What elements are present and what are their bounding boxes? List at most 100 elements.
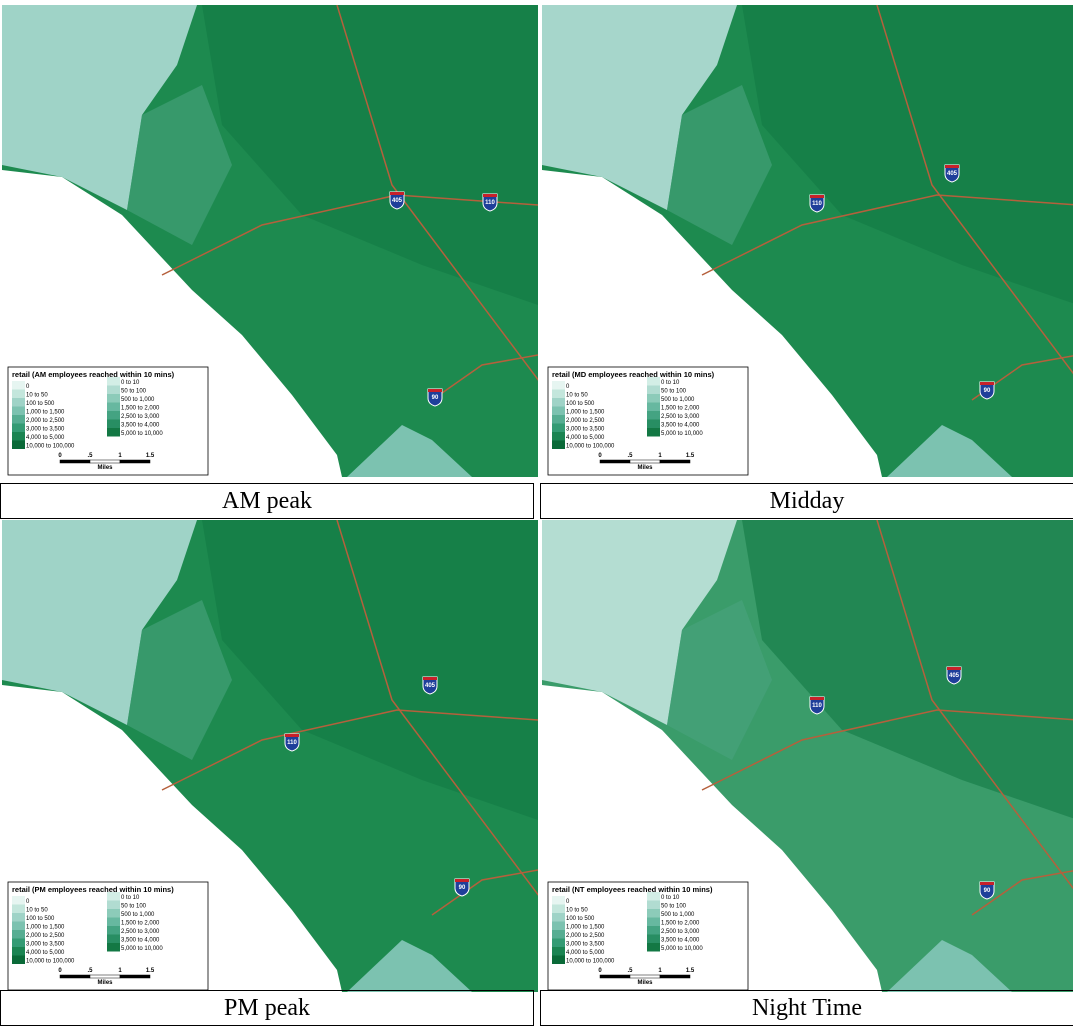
- legend-label: 10 to 50: [26, 908, 48, 914]
- shield-top: [947, 667, 961, 670]
- legend-label: 3,500 to 4,000: [661, 423, 700, 429]
- legend-swatch: [647, 428, 660, 437]
- legend-swatch: [107, 377, 120, 386]
- scale-bar: [630, 460, 660, 463]
- legend-title: retail (AM employees reached within 10 m…: [12, 370, 175, 379]
- shield-top: [390, 192, 404, 195]
- scale-label: 1.5: [146, 453, 155, 459]
- legend-label: 2,000 to 2,500: [26, 933, 65, 939]
- legend-swatch: [647, 386, 660, 395]
- legend-swatch: [552, 398, 565, 407]
- legend-label: 10,000 to 100,000: [26, 444, 75, 450]
- legend-label: 500 to 1,000: [661, 912, 695, 918]
- legend-label: 4,000 to 5,000: [26, 435, 65, 441]
- legend-swatch: [107, 935, 120, 944]
- legend-label: 3,000 to 3,500: [26, 427, 65, 433]
- legend-title: retail (MD employees reached within 10 m…: [552, 370, 715, 379]
- scale-label: .5: [87, 968, 93, 974]
- legend-label: 2,500 to 3,000: [121, 414, 160, 420]
- legend-swatch: [647, 943, 660, 952]
- legend-label: 0 to 10: [661, 895, 680, 901]
- scale-bar: [120, 975, 150, 978]
- legend-swatch: [12, 922, 25, 931]
- page: {"panels": [ {"caption": "AM peak", "leg…: [0, 0, 1073, 1032]
- legend-label: 10,000 to 100,000: [26, 959, 75, 965]
- scale-bar: [630, 975, 660, 978]
- scale-bar: [660, 460, 690, 463]
- shield-label: 90: [984, 888, 991, 894]
- scale-unit: Miles: [637, 980, 653, 986]
- legend-swatch: [12, 390, 25, 399]
- legend-label: 2,000 to 2,500: [566, 418, 605, 424]
- highway-shield: 110: [810, 697, 824, 714]
- legend-label: 50 to 100: [661, 904, 687, 910]
- shield-label: 110: [812, 201, 822, 207]
- legend-swatch: [107, 403, 120, 412]
- legend-swatch: [552, 913, 565, 922]
- legend-swatch: [12, 441, 25, 450]
- legend-label: 500 to 1,000: [661, 397, 695, 403]
- legend-label: 3,500 to 4,000: [121, 423, 160, 429]
- legend-label: 0 to 10: [121, 895, 140, 901]
- shield-label: 405: [425, 683, 436, 689]
- legend-swatch: [107, 386, 120, 395]
- legend-swatch: [552, 424, 565, 433]
- shield-top: [423, 677, 437, 680]
- scale-bar: [120, 460, 150, 463]
- legend-swatch: [647, 411, 660, 420]
- legend-label: 5,000 to 10,000: [661, 946, 703, 952]
- shield-top: [980, 382, 994, 385]
- legend-swatch: [647, 926, 660, 935]
- legend-swatch: [647, 901, 660, 910]
- shield-top: [428, 389, 442, 392]
- shield-label: 405: [392, 198, 403, 204]
- legend-swatch: [107, 943, 120, 952]
- legend-label: 100 to 500: [566, 401, 595, 407]
- legend-label: 0 to 10: [661, 380, 680, 386]
- legend-swatch: [647, 918, 660, 927]
- shield-top: [945, 165, 959, 168]
- legend-swatch: [552, 441, 565, 450]
- legend-label: 1,000 to 1,500: [566, 925, 605, 931]
- highway-shield: 405: [945, 165, 959, 182]
- legend-swatch: [107, 918, 120, 927]
- legend-label: 5,000 to 10,000: [661, 431, 703, 437]
- legend-label: 1,000 to 1,500: [26, 925, 65, 931]
- legend-swatch: [12, 381, 25, 390]
- legend-swatch: [107, 420, 120, 429]
- legend-swatch: [12, 939, 25, 948]
- legend-swatch: [12, 930, 25, 939]
- legend-swatch: [107, 428, 120, 437]
- legend-label: 3,000 to 3,500: [566, 942, 605, 948]
- legend-swatch: [552, 407, 565, 416]
- shield-label: 90: [984, 388, 991, 394]
- legend-title: retail (NT employees reached within 10 m…: [552, 885, 713, 894]
- legend-label: 10,000 to 100,000: [566, 959, 615, 965]
- shield-top: [810, 195, 824, 198]
- legend-label: 3,000 to 3,500: [566, 427, 605, 433]
- legend-swatch: [552, 939, 565, 948]
- highway-shield: 90: [980, 882, 994, 899]
- legend-swatch: [552, 930, 565, 939]
- shield-top: [483, 194, 497, 197]
- scale-bar: [60, 460, 90, 463]
- legend-swatch: [552, 905, 565, 914]
- legend-swatch: [107, 394, 120, 403]
- scale-bar: [600, 460, 630, 463]
- legend-swatch: [552, 922, 565, 931]
- legend-label: 100 to 500: [26, 401, 55, 407]
- legend-label: 4,000 to 5,000: [26, 950, 65, 956]
- legend-swatch: [552, 381, 565, 390]
- legend-label: 0 to 10: [121, 380, 140, 386]
- scale-label: .5: [627, 453, 633, 459]
- legend-label: 1,500 to 2,000: [121, 921, 160, 927]
- legend-swatch: [12, 407, 25, 416]
- legend-label: 2,000 to 2,500: [566, 933, 605, 939]
- shield-label: 110: [812, 703, 822, 709]
- legend: retail (NT employees reached within 10 m…: [548, 882, 748, 990]
- legend-label: 50 to 100: [661, 389, 687, 395]
- legend-label: 1,000 to 1,500: [566, 410, 605, 416]
- legend-label: 50 to 100: [121, 389, 147, 395]
- scale-unit: Miles: [97, 465, 113, 471]
